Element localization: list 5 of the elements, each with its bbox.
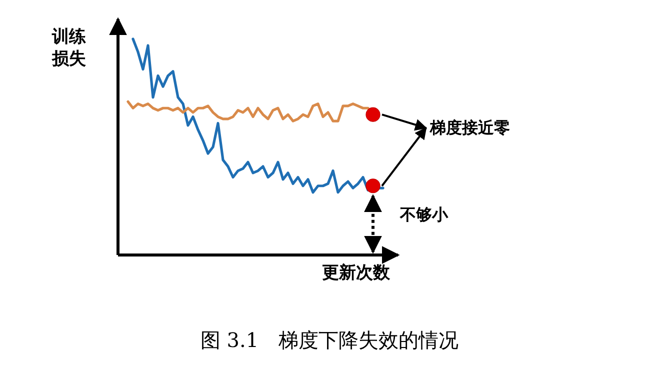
text: 梯度接近零 (430, 118, 510, 138)
x-axis-title: 更新次数 (321, 263, 390, 283)
caption: 图 3.1 梯度下降失效的情况 (199, 328, 460, 352)
text: 不够小 (400, 205, 448, 225)
y-axis-title: 训练损失 (52, 26, 87, 70)
